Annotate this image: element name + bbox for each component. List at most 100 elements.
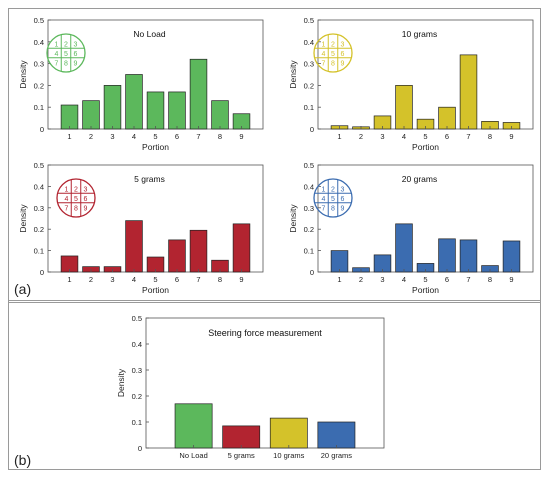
portion-grid-number: 1 xyxy=(322,187,326,194)
portion-grid-circle xyxy=(56,178,96,218)
portion-grid-number: 6 xyxy=(341,51,345,58)
bar-2 xyxy=(82,100,100,130)
portion-grid-number: 8 xyxy=(331,61,335,68)
portion-grid-number: 3 xyxy=(341,187,345,194)
portion-grid-circle xyxy=(46,33,86,73)
y-tick-label: 0.2 xyxy=(34,225,44,234)
x-tick-label: 6 xyxy=(445,275,449,284)
bar-7 xyxy=(459,54,478,130)
panel-a-frame xyxy=(8,8,541,303)
x-tick-label: 5 grams xyxy=(228,451,255,460)
bar-10-grams xyxy=(269,417,308,449)
y-tick-label: 0.4 xyxy=(34,182,44,191)
chart-title: Steering force measurement xyxy=(208,328,322,338)
y-tick-label: 0.2 xyxy=(132,392,142,401)
portion-grid-icon: 1 2 3 4 5 6 7 8 9 xyxy=(56,178,96,218)
portion-grid-number: 1 xyxy=(65,187,69,194)
x-tick-label: 2 xyxy=(359,275,363,284)
y-tick-label: 0 xyxy=(40,125,44,134)
bar-20-grams xyxy=(317,421,356,449)
portion-grid-number: 4 xyxy=(65,196,69,203)
bar-no-load xyxy=(174,403,213,449)
x-axis-label: Portion xyxy=(142,142,169,152)
x-tick-label: 10 grams xyxy=(273,451,305,460)
x-tick-label: 4 xyxy=(402,275,406,284)
x-tick-label: 2 xyxy=(89,275,93,284)
x-tick-label: 6 xyxy=(175,132,179,141)
y-tick-label: 0.2 xyxy=(304,81,314,90)
portion-grid-number: 3 xyxy=(84,187,88,194)
x-tick-label: 4 xyxy=(132,132,136,141)
portion-grid-number: 3 xyxy=(74,42,78,49)
y-tick-label: 0.4 xyxy=(304,38,314,47)
y-tick-label: 0.5 xyxy=(34,16,44,25)
chart-4: 0 0.1 0.2 0.3 0.4 0.5 Density No Load 5 grams 10 … xyxy=(116,314,385,460)
y-tick-label: 0.4 xyxy=(34,38,44,47)
portion-grid-number: 6 xyxy=(74,51,78,58)
y-tick-label: 0.3 xyxy=(132,366,142,375)
y-tick-label: 0 xyxy=(40,268,44,277)
x-tick-label: 7 xyxy=(196,275,200,284)
y-tick-label: 0.3 xyxy=(304,204,314,213)
portion-grid-number: 9 xyxy=(341,206,345,213)
x-tick-label: 8 xyxy=(488,132,492,141)
plot-area xyxy=(317,19,534,130)
portion-grid-number: 1 xyxy=(55,42,59,49)
y-tick-label: 0.4 xyxy=(132,340,142,349)
x-tick-label: 1 xyxy=(67,132,71,141)
panel-b-label: (b) xyxy=(14,452,32,468)
x-tick-label: 3 xyxy=(380,275,384,284)
bar-8 xyxy=(211,100,229,130)
portion-grid-number: 7 xyxy=(65,206,69,213)
portion-grid-icon: 1 2 3 4 5 6 7 8 9 xyxy=(46,33,86,73)
x-tick-label: 20 grams xyxy=(321,451,353,460)
plot-area xyxy=(47,164,264,273)
y-tick-label: 0.2 xyxy=(304,225,314,234)
portion-grid-number: 9 xyxy=(74,61,78,68)
portion-grid-number: 4 xyxy=(322,51,326,58)
x-tick-label: 8 xyxy=(488,275,492,284)
bar-9 xyxy=(502,240,521,273)
portion-grid-number: 2 xyxy=(331,42,335,49)
portion-grid-number: 2 xyxy=(331,187,335,194)
chart-title: 20 grams xyxy=(402,174,437,184)
y-tick-label: 0 xyxy=(138,444,142,453)
panel-b-frame xyxy=(8,300,541,470)
plot-area xyxy=(317,164,534,273)
x-tick-label: 1 xyxy=(67,275,71,284)
x-axis-label: Portion xyxy=(142,285,169,295)
y-axis-label: Density xyxy=(288,60,298,89)
y-tick-label: 0.2 xyxy=(34,81,44,90)
x-tick-label: 7 xyxy=(466,132,470,141)
bar-4 xyxy=(125,220,143,273)
bar-1 xyxy=(60,104,79,130)
y-tick-label: 0 xyxy=(310,125,314,134)
bar-7 xyxy=(459,239,478,273)
bar-4 xyxy=(395,223,413,273)
x-tick-label: 3 xyxy=(380,132,384,141)
y-axis-label: Density xyxy=(18,204,28,233)
bar-6 xyxy=(438,238,456,273)
y-tick-label: 0.3 xyxy=(34,60,44,69)
portion-grid-number: 4 xyxy=(55,51,59,58)
x-axis-label: Portion xyxy=(412,285,439,295)
x-tick-label: 5 xyxy=(153,132,157,141)
portion-grid-number: 5 xyxy=(331,51,335,58)
portion-grid-number: 9 xyxy=(84,206,88,213)
portion-grid-number: 6 xyxy=(341,196,345,203)
portion-grid-number: 6 xyxy=(84,196,88,203)
bar-6 xyxy=(168,91,186,130)
portion-grid-number: 7 xyxy=(322,206,326,213)
portion-grid-circle xyxy=(313,33,353,73)
y-axis-label: Density xyxy=(116,368,126,397)
portion-grid-number: 3 xyxy=(341,42,345,49)
y-tick-label: 0.3 xyxy=(34,204,44,213)
portion-grid-number: 8 xyxy=(64,61,68,68)
x-tick-label: 5 xyxy=(423,275,427,284)
bar-9 xyxy=(232,223,251,273)
portion-grid-number: 2 xyxy=(74,187,78,194)
